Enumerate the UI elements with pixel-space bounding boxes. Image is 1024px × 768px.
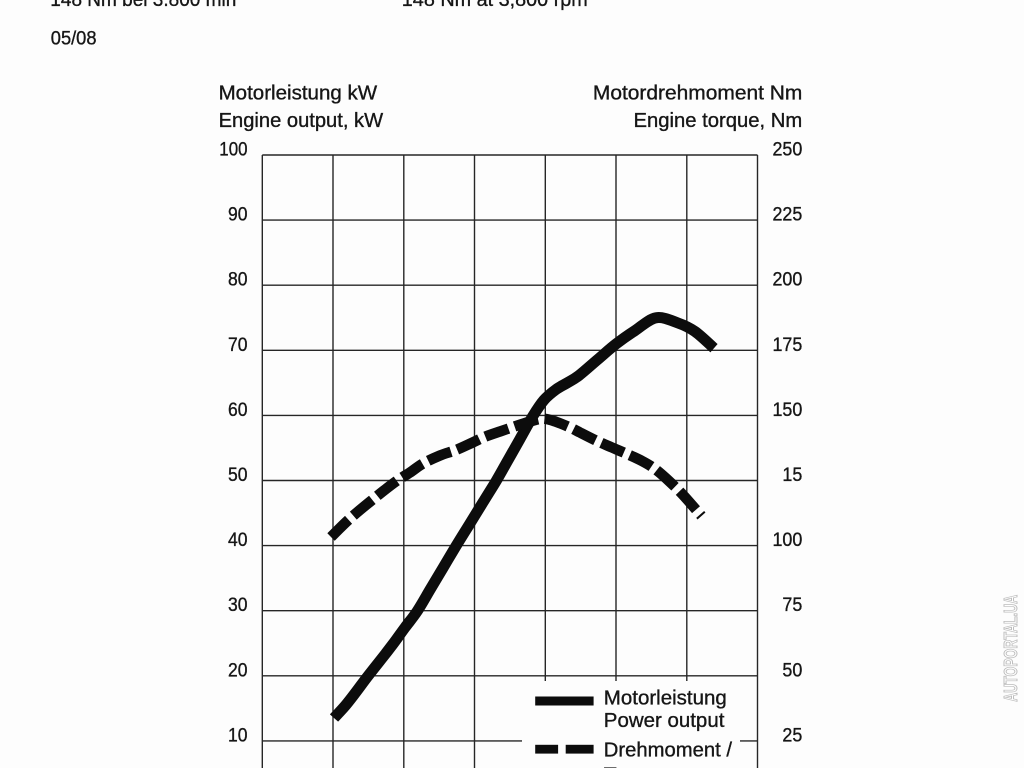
svg-text:Motordrehmoment Nm: Motordrehmoment Nm <box>593 82 802 105</box>
svg-text:Motorleistung kW: Motorleistung kW <box>219 82 378 105</box>
svg-text:70: 70 <box>228 334 248 356</box>
svg-text:05/08: 05/08 <box>51 28 97 50</box>
svg-text:25: 25 <box>782 724 802 746</box>
svg-text:100: 100 <box>773 529 803 551</box>
svg-text:148 Nm at 3,800 rpm: 148 Nm at 3,800 rpm <box>402 0 588 11</box>
svg-text:90: 90 <box>228 204 248 226</box>
svg-text:15: 15 <box>782 464 802 486</box>
svg-text:225: 225 <box>773 204 803 226</box>
svg-text:75: 75 <box>782 594 802 616</box>
svg-text:20: 20 <box>228 659 248 681</box>
svg-text:Motorleistung: Motorleistung <box>604 686 727 709</box>
svg-text:40: 40 <box>228 529 248 551</box>
svg-text:AUTOPORTAL.UA: AUTOPORTAL.UA <box>1002 594 1022 701</box>
svg-text:Torque: Torque <box>604 763 669 768</box>
svg-text:10: 10 <box>228 724 248 746</box>
svg-text:60: 60 <box>228 399 248 421</box>
svg-text:50: 50 <box>228 464 248 486</box>
svg-text:80: 80 <box>228 269 248 291</box>
svg-text:100: 100 <box>219 139 247 161</box>
svg-text:200: 200 <box>773 269 803 291</box>
svg-text:175: 175 <box>773 334 803 356</box>
svg-text:Engine torque, Nm: Engine torque, Nm <box>634 109 803 132</box>
svg-text:50: 50 <box>782 659 802 681</box>
svg-text:250: 250 <box>773 139 803 161</box>
svg-text:30: 30 <box>228 594 248 616</box>
svg-text:Drehmoment /: Drehmoment / <box>604 738 732 761</box>
svg-text:148 Nm bei 3.800 min: 148 Nm bei 3.800 min <box>50 0 236 11</box>
svg-text:Engine output, kW: Engine output, kW <box>219 109 384 132</box>
svg-text:Power output: Power output <box>604 709 725 732</box>
svg-text:150: 150 <box>773 399 803 421</box>
